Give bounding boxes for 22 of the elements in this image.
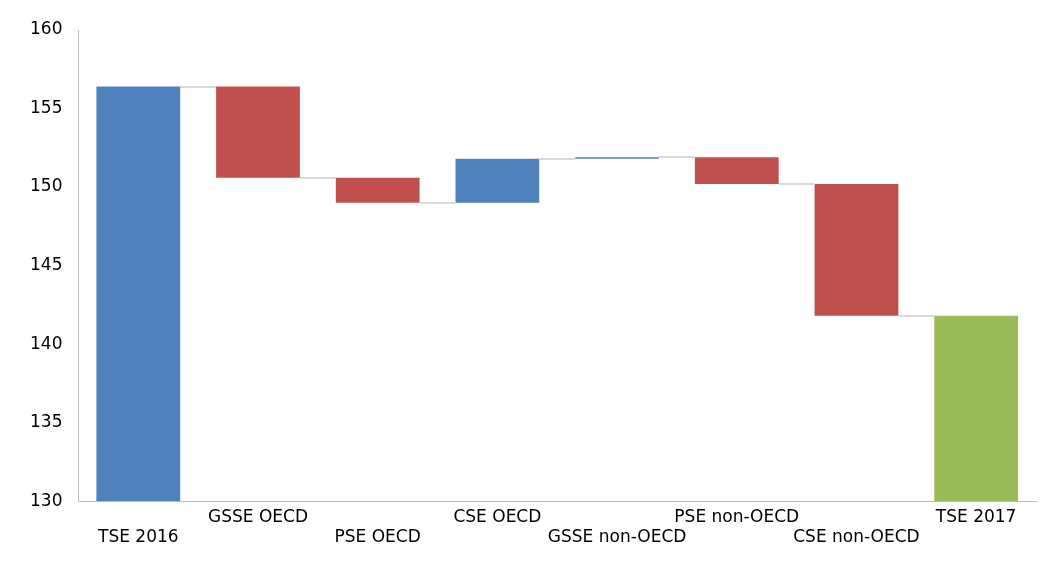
x-tick-label: TSE 2017 <box>934 505 1017 526</box>
x-tick-label: PSE OECD <box>334 526 421 547</box>
x-tick-label: TSE 2016 <box>97 526 179 547</box>
y-tick-label: 135 <box>29 411 63 432</box>
y-tick-label: 145 <box>29 254 63 275</box>
x-tick-label: PSE non-OECD <box>674 505 800 526</box>
y-tick-label: 150 <box>29 175 63 196</box>
x-tick-label: GSSE non-OECD <box>547 526 687 547</box>
bar <box>96 86 181 502</box>
y-tick-label: 155 <box>29 96 63 117</box>
bar <box>216 86 300 178</box>
y-tick-label: 140 <box>29 332 63 353</box>
bar <box>694 157 779 184</box>
bar <box>814 183 899 316</box>
bar <box>455 158 540 203</box>
y-tick-label: 160 <box>29 18 63 39</box>
bar <box>335 177 420 203</box>
x-tick-label: GSSE OECD <box>208 505 308 526</box>
x-tick-label: CSE OECD <box>453 505 542 526</box>
x-tick-label: CSE non-OECD <box>793 526 920 547</box>
bar <box>934 315 1019 502</box>
y-tick-label: 130 <box>29 489 63 510</box>
